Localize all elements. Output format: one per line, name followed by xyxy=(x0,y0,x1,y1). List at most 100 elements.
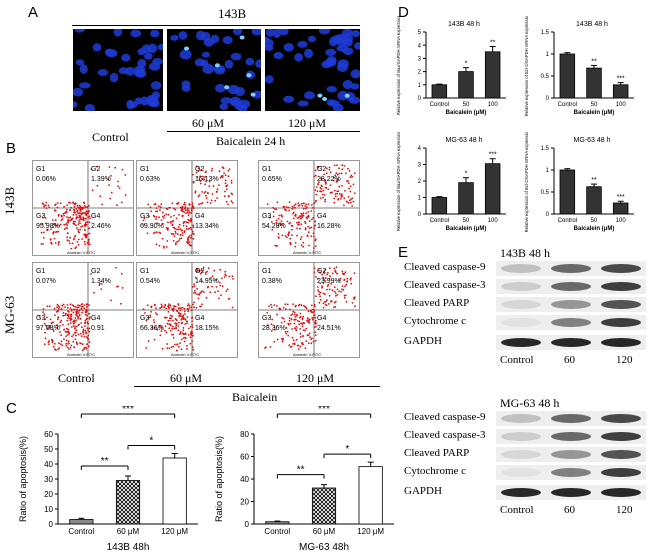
event-dot xyxy=(336,190,339,193)
nucleus xyxy=(229,96,242,107)
panel-b-label-120um: 120 μM xyxy=(296,371,335,385)
event-dot xyxy=(171,223,174,226)
event-dot xyxy=(99,195,102,198)
event-dot xyxy=(305,307,308,310)
significance-bracket xyxy=(80,465,129,470)
event-dot xyxy=(83,201,85,204)
event-dot xyxy=(231,201,234,204)
x-tick-label: 100 xyxy=(488,102,499,108)
panel-a-top-rule xyxy=(72,25,360,26)
event-dot xyxy=(270,303,272,306)
apoptotic-nucleus xyxy=(344,93,350,98)
event-dot xyxy=(343,197,346,199)
event-dot xyxy=(201,202,204,204)
event-dot xyxy=(299,315,302,318)
nucleus xyxy=(130,29,142,38)
nucleus xyxy=(350,83,360,90)
event-dot xyxy=(274,328,276,331)
event-dot xyxy=(311,207,314,209)
event-dot xyxy=(46,316,48,319)
event-dot xyxy=(336,294,339,296)
blot-lane-label: 120 xyxy=(616,354,633,366)
event-dot xyxy=(70,318,73,321)
event-dot xyxy=(154,303,156,306)
event-dot xyxy=(80,307,83,310)
event-dot xyxy=(88,243,91,246)
event-dot xyxy=(69,209,71,211)
event-dot xyxy=(303,304,305,307)
event-dot xyxy=(343,204,345,207)
event-dot xyxy=(219,268,222,271)
nucleus xyxy=(325,48,337,56)
event-dot xyxy=(297,348,300,350)
y-tick-label: 40 xyxy=(44,460,53,469)
event-dot xyxy=(84,206,87,209)
event-dot xyxy=(169,317,171,320)
event-dot xyxy=(327,272,329,274)
event-dot xyxy=(204,176,206,178)
event-dot xyxy=(146,304,149,307)
event-dot xyxy=(284,308,287,310)
event-dot xyxy=(171,327,174,330)
blot-strip xyxy=(496,335,646,350)
event-dot xyxy=(350,282,353,285)
event-dot xyxy=(186,322,188,325)
event-dot xyxy=(84,243,87,246)
x-tick-label: 100 xyxy=(488,218,499,224)
event-dot xyxy=(80,322,83,324)
nucleus xyxy=(137,58,147,68)
event-dot xyxy=(218,170,221,173)
event-dot xyxy=(329,171,332,173)
event-dot xyxy=(66,236,69,238)
event-dot xyxy=(185,209,187,212)
event-dot xyxy=(347,195,350,198)
event-dot xyxy=(205,194,207,197)
event-dot xyxy=(84,212,87,215)
event-dot xyxy=(296,315,298,317)
panel-a-label-120um: 120 μM xyxy=(288,116,327,130)
event-dot xyxy=(78,219,81,221)
event-dot xyxy=(292,310,295,313)
event-dot xyxy=(188,243,191,246)
event-dot xyxy=(307,215,309,218)
event-dot xyxy=(293,343,296,346)
blot-band xyxy=(551,338,591,347)
event-dot xyxy=(147,340,150,342)
gate-percent: 16.13% xyxy=(195,176,219,183)
event-dot xyxy=(299,336,302,338)
gate-percent: 18.15% xyxy=(195,325,219,332)
event-dot xyxy=(198,294,201,296)
event-dot xyxy=(313,304,316,306)
x-tick-label: 50 xyxy=(463,102,470,108)
event-dot xyxy=(61,344,64,347)
blot-row-label: Cleaved caspase-3 xyxy=(404,279,486,291)
event-dot xyxy=(54,219,57,222)
event-dot xyxy=(80,335,83,337)
event-dot xyxy=(169,329,172,332)
event-dot xyxy=(290,318,293,320)
event-dot xyxy=(180,237,183,240)
event-dot xyxy=(186,344,188,347)
event-dot xyxy=(338,172,341,175)
event-dot xyxy=(67,334,69,336)
event-dot xyxy=(88,312,91,315)
event-dot xyxy=(70,326,73,328)
y-tick-label: 1 xyxy=(546,168,550,174)
event-dot xyxy=(83,233,85,236)
event-dot xyxy=(219,284,222,287)
event-dot xyxy=(182,214,184,217)
significance-mark: * xyxy=(465,171,468,178)
event-dot xyxy=(184,203,186,206)
event-dot xyxy=(44,318,47,320)
event-dot xyxy=(108,184,110,186)
event-dot xyxy=(288,222,291,225)
event-dot xyxy=(223,276,226,278)
event-dot xyxy=(315,276,317,278)
nucleus xyxy=(342,29,354,37)
event-dot xyxy=(191,230,194,233)
nucleus xyxy=(125,66,136,76)
event-dot xyxy=(195,276,197,279)
event-dot xyxy=(209,202,212,204)
event-dot xyxy=(178,213,180,216)
